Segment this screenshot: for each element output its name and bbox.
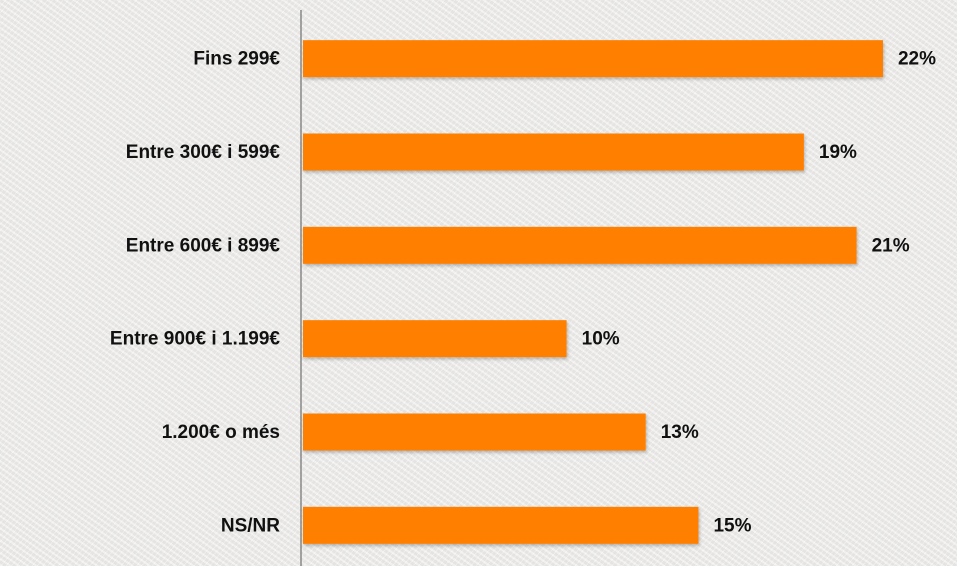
bar <box>303 506 699 544</box>
value-label: 19% <box>819 142 857 163</box>
value-label: 22% <box>898 49 936 70</box>
bar <box>303 226 857 264</box>
y-tick-label: Entre 300€ i 599€ <box>126 142 281 163</box>
value-label: 10% <box>582 329 620 350</box>
y-tick-label: Entre 600€ i 899€ <box>126 235 281 256</box>
bar <box>303 320 567 358</box>
value-label: 15% <box>713 515 751 536</box>
y-tick-label: Fins 299€ <box>193 49 280 70</box>
bar <box>303 133 804 171</box>
value-label: 21% <box>872 235 910 256</box>
bar <box>303 413 646 451</box>
y-tick-label: NS/NR <box>221 515 280 536</box>
value-label: 13% <box>661 422 699 443</box>
y-tick-label: 1.200€ o més <box>162 422 280 443</box>
bar <box>303 40 883 78</box>
y-tick-label: Entre 900€ i 1.199€ <box>110 329 280 350</box>
